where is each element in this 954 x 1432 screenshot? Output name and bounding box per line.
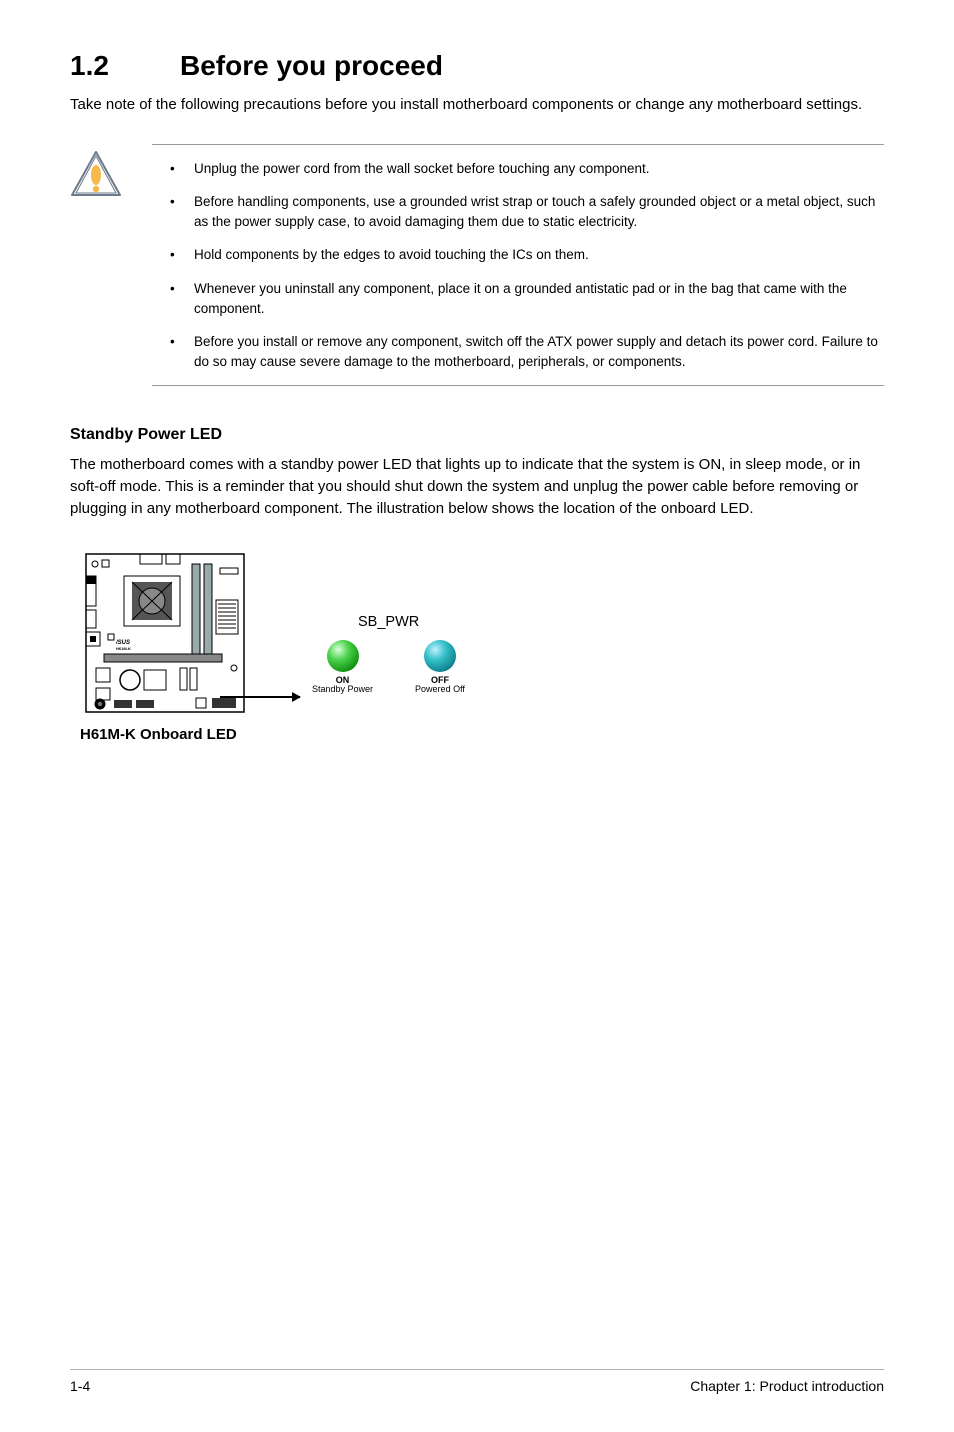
led-diagram: /SUS H61M-K SB_PWR ON Standby Power OFF … [80, 548, 540, 758]
led-off-sub: Powered Off [415, 685, 465, 695]
connector-label: SB_PWR [358, 614, 419, 630]
caution-item: Before you install or remove any compone… [152, 332, 878, 371]
board-model-label: H61M-K [116, 646, 131, 651]
chapter-title: Chapter 1: Product introduction [690, 1378, 884, 1394]
led-on-icon [327, 640, 359, 672]
page-number: 1-4 [70, 1378, 90, 1394]
section-heading: 1.2Before you proceed [70, 50, 884, 82]
sub-heading: Standby Power LED [70, 426, 884, 444]
led-off-column: OFF Powered Off [415, 640, 465, 696]
caution-icon [70, 150, 122, 198]
led-on-sub: Standby Power [312, 685, 373, 695]
intro-text: Take note of the following precautions b… [70, 94, 884, 116]
section-number: 1.2 [70, 50, 180, 82]
caution-block: Unplug the power cord from the wall sock… [70, 144, 884, 387]
diagram-caption: H61M-K Onboard LED [80, 726, 237, 743]
motherboard-outline-icon: /SUS H61M-K [80, 548, 250, 718]
sub-text: The motherboard comes with a standby pow… [70, 454, 884, 519]
caution-item: Hold components by the edges to avoid to… [152, 245, 878, 265]
caution-item: Whenever you uninstall any component, pl… [152, 279, 878, 318]
led-off-icon [424, 640, 456, 672]
page-footer: 1-4 Chapter 1: Product introduction [70, 1369, 884, 1394]
caution-item: Unplug the power cord from the wall sock… [152, 159, 878, 179]
pointer-arrow-icon [220, 696, 300, 698]
led-on-column: ON Standby Power [312, 640, 373, 696]
caution-list: Unplug the power cord from the wall sock… [152, 144, 884, 387]
led-legend: ON Standby Power OFF Powered Off [312, 640, 465, 696]
section-title: Before you proceed [180, 50, 443, 81]
caution-item: Before handling components, use a ground… [152, 192, 878, 231]
